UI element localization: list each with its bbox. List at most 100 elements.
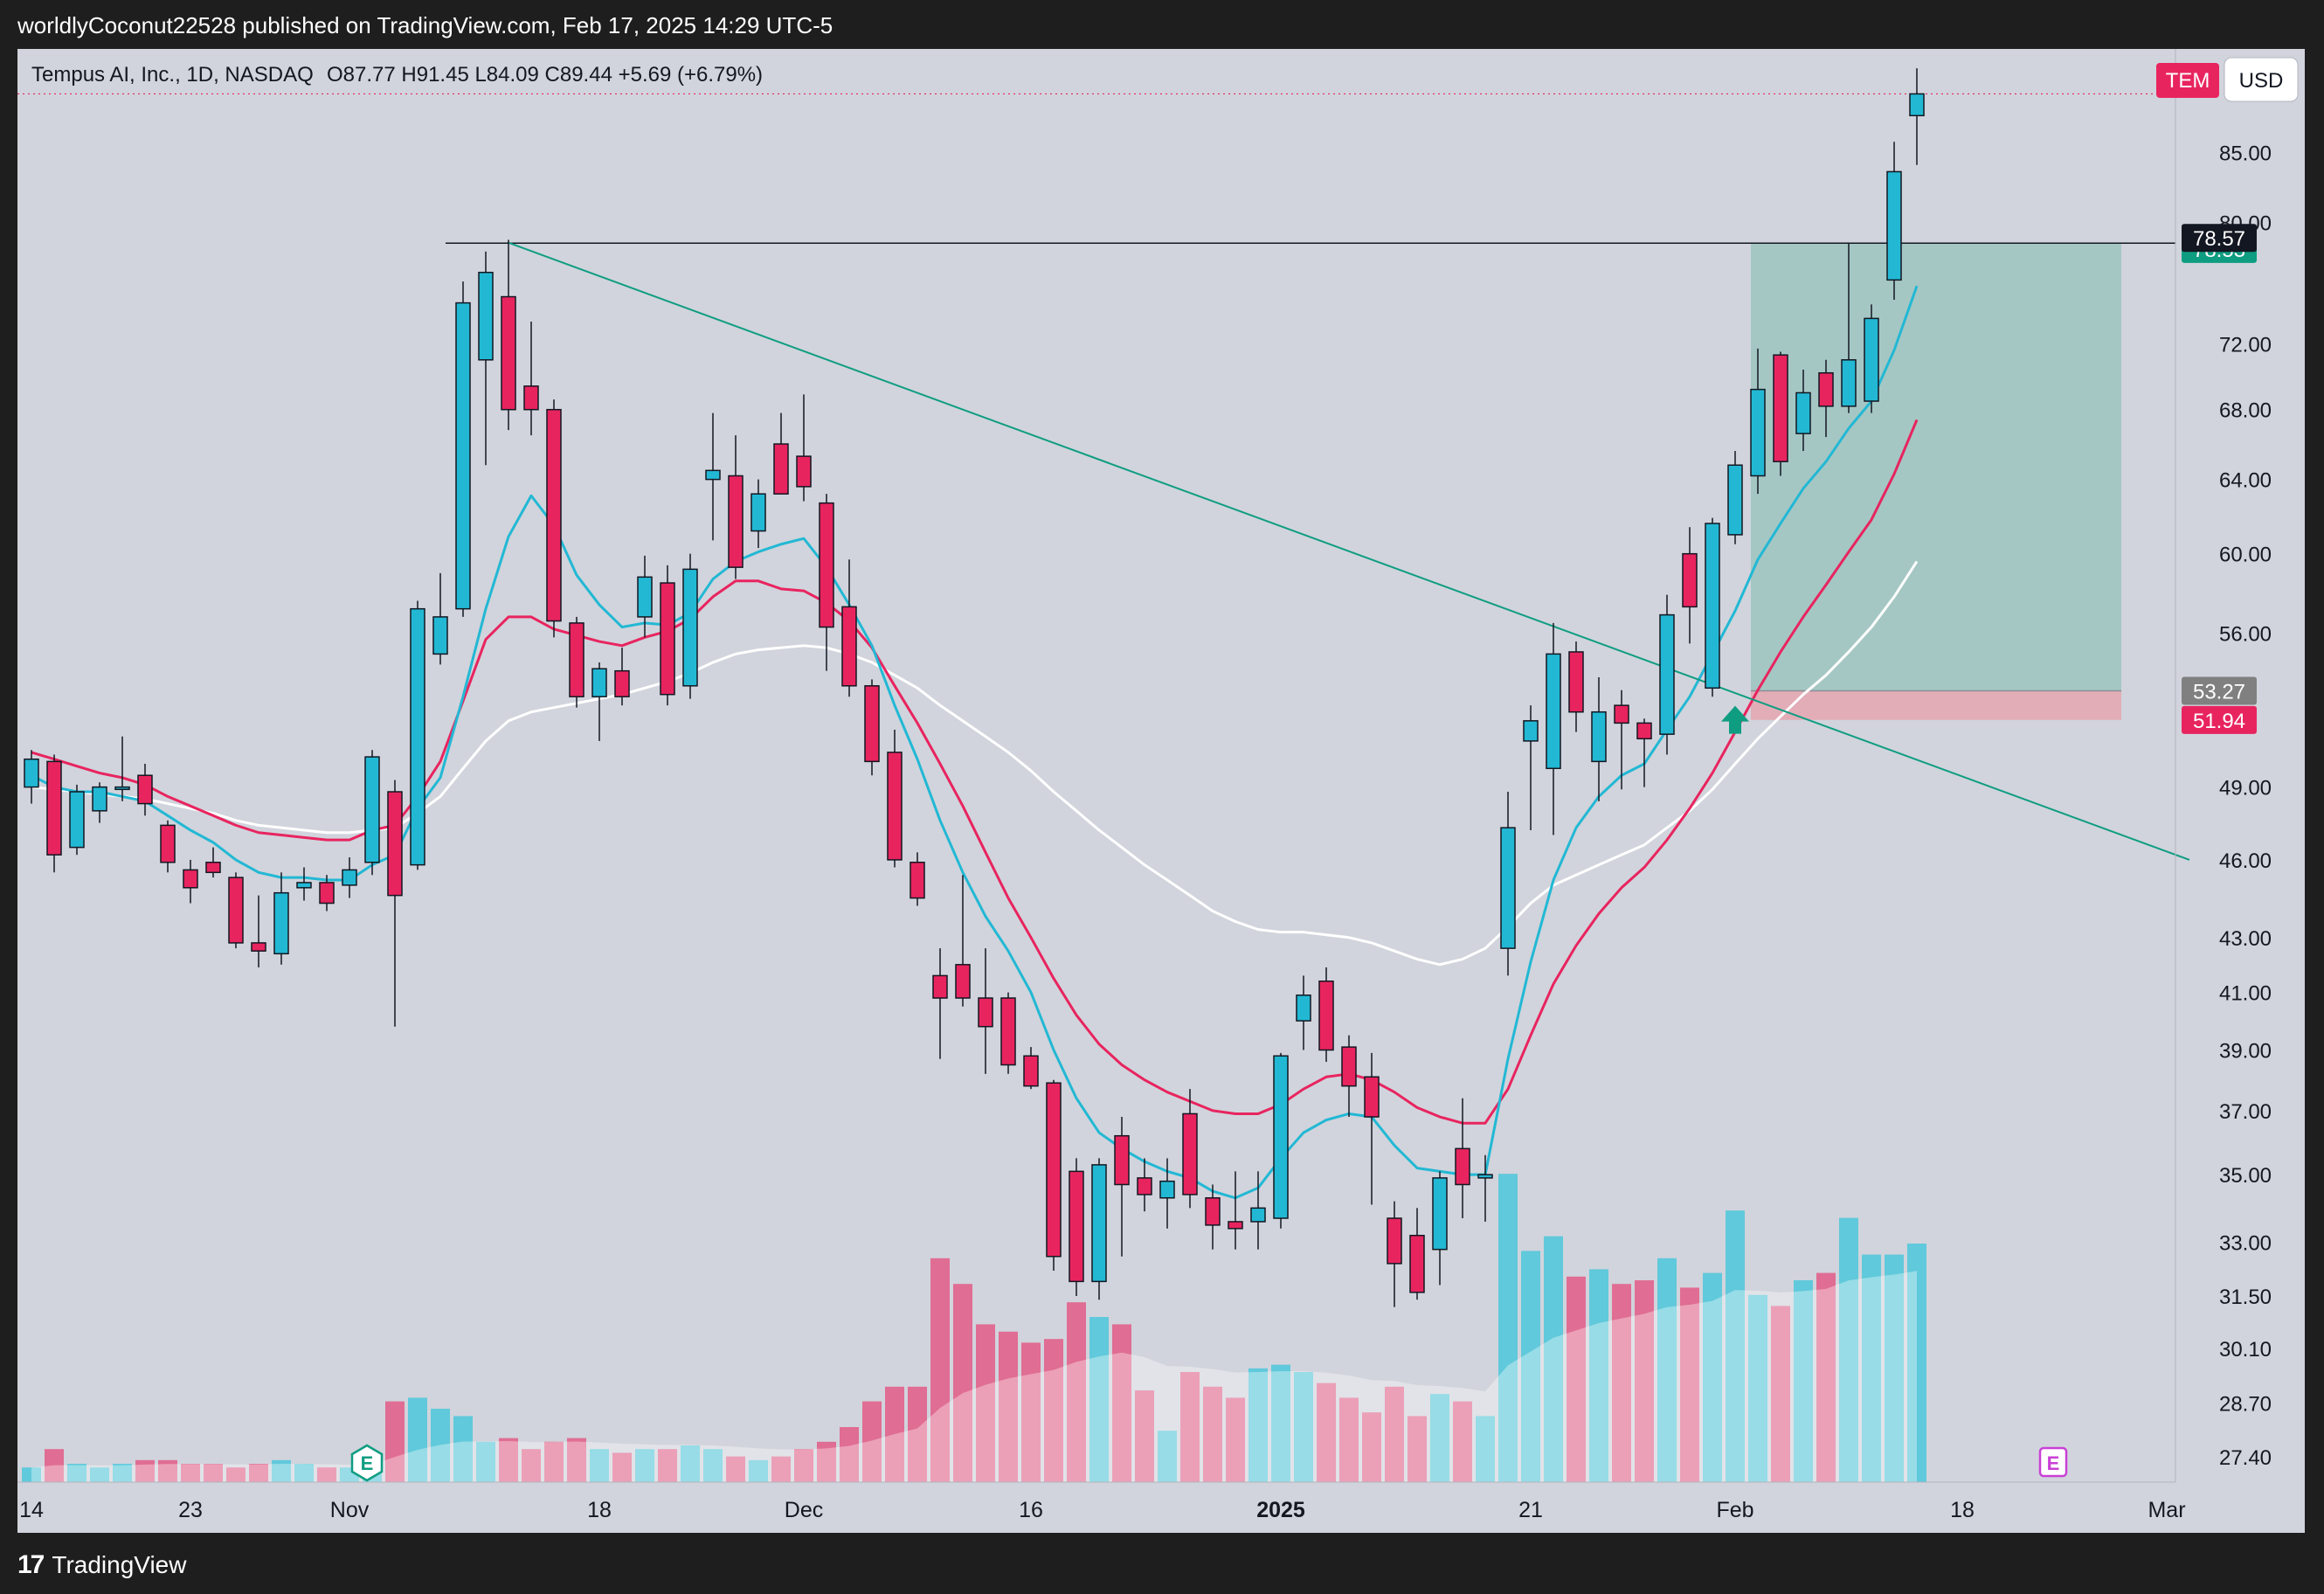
candle[interactable] [1114,1117,1130,1257]
candle[interactable] [1864,304,1879,413]
candle[interactable] [1591,676,1607,801]
candle-body [637,576,653,618]
earnings-marker-icon[interactable]: E [350,1444,384,1482]
price-chart[interactable]: 85.0080.0072.0068.0064.0060.0056.0049.00… [17,49,2305,1533]
candle[interactable] [1500,792,1516,976]
price-tick-label: 31.50 [2219,1286,2272,1309]
candle[interactable] [92,782,107,823]
candle[interactable] [501,239,516,431]
candle[interactable] [364,750,380,876]
candle[interactable] [1841,242,1857,413]
candle[interactable] [841,559,857,697]
candle[interactable] [614,648,630,706]
candle[interactable] [1387,1201,1402,1307]
candle[interactable] [69,784,85,856]
candle[interactable] [1228,1171,1243,1250]
candle[interactable] [478,251,494,466]
candle[interactable] [273,872,289,965]
candle[interactable] [637,555,653,638]
candle[interactable] [1614,690,1629,790]
candle[interactable] [205,847,221,878]
candle[interactable] [114,736,130,801]
candle[interactable] [1182,1089,1198,1209]
candle[interactable] [796,394,812,502]
tradingview-logo[interactable]: 17 TradingView [17,1550,186,1580]
candle[interactable] [773,412,789,495]
candle[interactable] [1000,992,1016,1074]
candle[interactable] [46,754,62,873]
candle[interactable] [1546,622,1561,835]
candle[interactable] [660,565,675,706]
candle[interactable] [1523,705,1539,830]
volume-bar [1907,1244,1926,1482]
candle[interactable] [1795,369,1811,452]
earnings-marker-label: E [361,1452,374,1474]
candle[interactable] [705,412,721,541]
candle[interactable] [410,600,425,870]
volume-bar [567,1438,586,1482]
candle[interactable] [932,948,948,1059]
candle[interactable] [455,281,471,617]
candle[interactable] [978,948,993,1074]
candle[interactable] [1659,594,1675,755]
candle[interactable] [1273,1052,1289,1229]
candle[interactable] [1568,641,1584,732]
candle[interactable] [682,553,698,699]
candle[interactable] [387,780,403,1027]
candle[interactable] [910,852,925,906]
candle[interactable] [1091,1158,1107,1300]
candle[interactable] [1137,1158,1152,1212]
candle[interactable] [1886,142,1902,301]
chart-frame[interactable]: 85.00 80.00 72.00 68.00 64.00 60.00 56.00 49.00… [17,49,2305,1533]
candle[interactable] [1069,1158,1084,1297]
stop-zone[interactable] [1751,690,2121,720]
currency-button[interactable] [2224,57,2299,102]
candle[interactable] [1909,68,1925,165]
candle[interactable] [432,572,448,665]
candle[interactable] [296,867,312,901]
candle[interactable] [728,435,744,579]
candle[interactable] [1159,1158,1175,1229]
candle[interactable] [1341,1035,1357,1118]
candle[interactable] [160,820,176,873]
candle[interactable] [1636,718,1652,787]
candle[interactable] [1046,1079,1062,1272]
candle[interactable] [1682,527,1698,644]
earnings-marker-icon[interactable]: E [2038,1446,2068,1478]
volume-bar [158,1459,177,1482]
candle[interactable] [319,875,335,911]
candle[interactable] [1818,359,1834,438]
candle[interactable] [1318,967,1334,1063]
trendline[interactable] [508,241,2190,861]
candle[interactable] [1023,1047,1039,1090]
candle[interactable] [24,750,39,804]
candle[interactable] [1250,1171,1266,1250]
candle[interactable] [228,872,244,949]
candle[interactable] [1364,1052,1380,1205]
candle[interactable] [523,321,539,436]
candle[interactable] [887,730,903,868]
candle[interactable] [137,763,153,816]
candle[interactable] [1455,1098,1470,1219]
candle-body [24,758,39,788]
candle[interactable] [1750,348,1766,495]
candle[interactable] [1705,517,1720,697]
candle[interactable] [1296,975,1311,1050]
candle[interactable] [955,875,971,1007]
candle[interactable] [569,616,584,708]
candle[interactable] [864,679,880,776]
candle[interactable] [1205,1184,1221,1250]
candle[interactable] [1477,1154,1493,1222]
target-zone[interactable] [1751,243,2121,691]
candle[interactable] [1432,1171,1448,1286]
candle[interactable] [342,857,357,898]
candle[interactable] [183,859,198,904]
candle[interactable] [1773,351,1788,476]
candle[interactable] [251,895,266,967]
candle[interactable] [546,399,562,638]
candle[interactable] [1409,1208,1425,1300]
candle[interactable] [1727,451,1743,544]
candle[interactable] [819,494,834,671]
candle[interactable] [750,479,766,549]
candle[interactable] [591,662,607,741]
